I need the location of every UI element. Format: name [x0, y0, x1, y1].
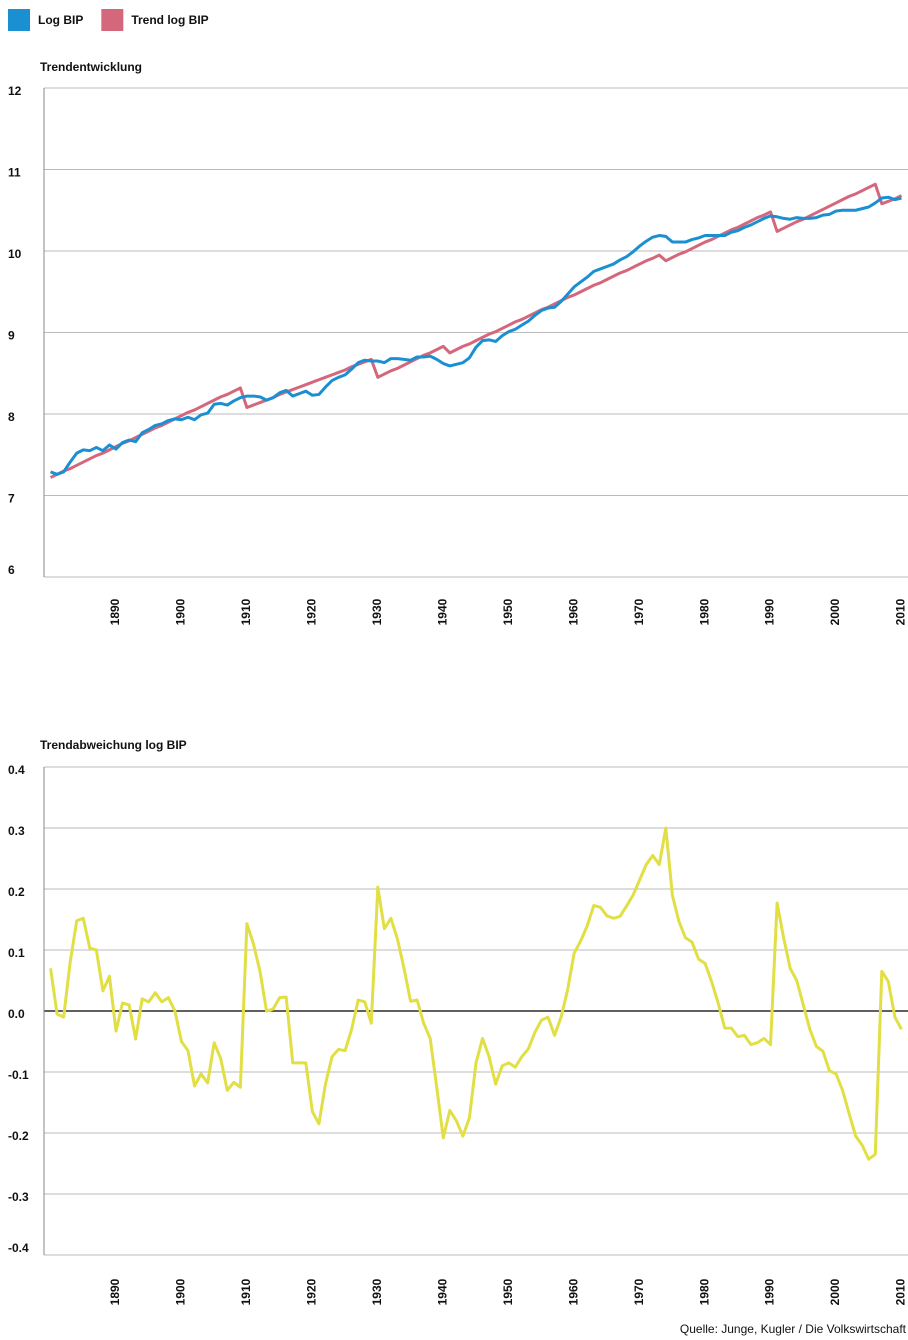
- x-tick-label: 2010: [894, 598, 908, 625]
- legend-label: Trend log BIP: [131, 13, 208, 27]
- y-tick-label: 6: [8, 563, 15, 577]
- x-tick-label: 1920: [305, 598, 319, 625]
- series-line: [49, 182, 903, 479]
- source-note: Quelle: Junge, Kugler / Die Volkswirtsch…: [680, 1322, 907, 1336]
- legend-swatch: [101, 9, 124, 31]
- x-tick-label: 1990: [763, 598, 777, 625]
- legend-label: Log BIP: [38, 13, 83, 27]
- x-tick-label: 1900: [174, 598, 188, 625]
- x-tick-label: 1940: [435, 1278, 449, 1305]
- x-tick-label: 1950: [501, 1278, 515, 1305]
- series-line: [50, 195, 902, 476]
- x-tick-label: 1920: [305, 1278, 319, 1305]
- x-tick-label: 1970: [632, 598, 646, 625]
- y-tick-label: -0.1: [8, 1068, 29, 1082]
- x-tick-label: 1910: [239, 598, 253, 625]
- legend-swatch: [8, 9, 30, 31]
- x-tick-label: 1960: [566, 598, 580, 625]
- x-tick-label: 1960: [566, 1278, 580, 1305]
- y-tick-label: 10: [8, 247, 22, 261]
- y-tick-label: 9: [8, 329, 15, 343]
- x-tick-label: 1990: [763, 1278, 777, 1305]
- y-tick-label: 0.4: [8, 763, 25, 777]
- x-tick-label: 1950: [501, 598, 515, 625]
- y-tick-label: 11: [8, 166, 21, 180]
- x-tick-label: 1980: [697, 1278, 711, 1305]
- series-line: [49, 826, 903, 1161]
- x-tick-label: 1970: [632, 1278, 646, 1305]
- x-tick-label: 1890: [108, 598, 122, 625]
- y-tick-label: -0.3: [8, 1190, 29, 1204]
- x-tick-label: 1890: [108, 1278, 122, 1305]
- x-tick-label: 1980: [697, 598, 711, 625]
- y-tick-label: 0.3: [8, 824, 25, 838]
- x-tick-label: 1940: [435, 598, 449, 625]
- y-tick-label: 7: [8, 492, 15, 506]
- x-tick-label: 1910: [239, 1278, 253, 1305]
- x-tick-label: 2000: [828, 598, 842, 625]
- y-tick-label: 0.1: [8, 946, 25, 960]
- x-tick-label: 2010: [894, 1278, 908, 1305]
- y-tick-label: 0.2: [8, 885, 25, 899]
- y-tick-label: -0.4: [8, 1241, 29, 1255]
- x-tick-label: 1930: [370, 1278, 384, 1305]
- x-tick-label: 1930: [370, 598, 384, 625]
- y-tick-label: -0.2: [8, 1129, 29, 1143]
- y-tick-label: 8: [8, 410, 15, 424]
- y-tick-label: 0.0: [8, 1007, 25, 1021]
- y-tick-label: 12: [8, 84, 22, 98]
- x-tick-label: 2000: [828, 1278, 842, 1305]
- panel-title: Trendentwicklung: [40, 60, 142, 74]
- panel-title: Trendabweichung log BIP: [40, 738, 187, 752]
- x-tick-label: 1900: [174, 1278, 188, 1305]
